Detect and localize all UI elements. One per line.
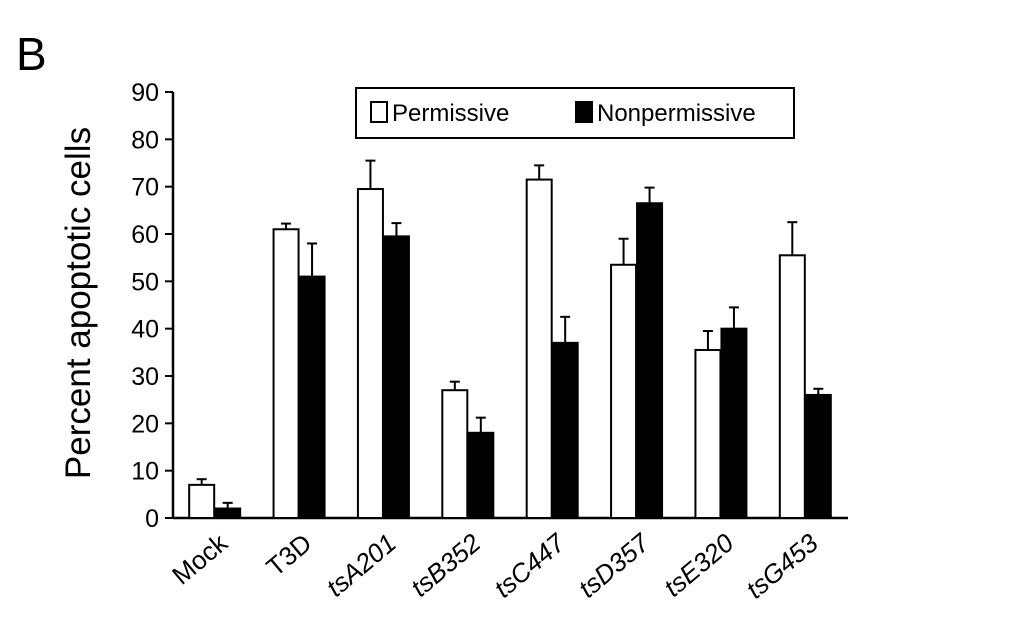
- bar: [720, 327, 748, 519]
- y-tick-label: 50: [131, 268, 159, 296]
- x-tick-label: tsD357: [573, 527, 657, 604]
- y-tick-label: 60: [131, 221, 159, 249]
- legend-label: Nonpermissive: [597, 100, 756, 127]
- y-tick-label: 40: [131, 316, 159, 344]
- bar: [188, 483, 216, 520]
- y-tick-label: 30: [131, 363, 159, 391]
- bar: [551, 341, 579, 519]
- bar: [298, 275, 326, 519]
- panel-label: B: [16, 28, 47, 80]
- x-tick-label: tsA201: [320, 528, 401, 603]
- bar: [272, 228, 300, 519]
- y-tick-label: 70: [131, 174, 159, 202]
- bar: [356, 188, 384, 520]
- bar: [804, 393, 832, 519]
- x-tick-label: tsG453: [740, 527, 824, 604]
- legend-swatch: [575, 101, 593, 123]
- legend-label: Permissive: [392, 100, 509, 127]
- bar: [467, 431, 495, 519]
- bars: [188, 159, 832, 520]
- bar: [694, 348, 722, 520]
- legend-box: [355, 87, 795, 139]
- y-tick-label: 80: [131, 126, 159, 154]
- x-tick-label: T3D: [261, 528, 318, 583]
- y-tick-label: 90: [131, 79, 159, 107]
- y-tick-label: 10: [131, 458, 159, 486]
- x-tick-label: tsB352: [405, 527, 487, 602]
- bar: [525, 178, 553, 519]
- legend-swatch: [370, 101, 388, 123]
- bar: [382, 235, 410, 519]
- x-tick-label: tsC447: [488, 527, 572, 604]
- bar: [636, 202, 664, 519]
- bar: [214, 507, 242, 519]
- x-tick-label: tsE320: [658, 527, 740, 602]
- y-tick-label: 20: [131, 410, 159, 438]
- bar: [778, 254, 806, 520]
- y-tick-label: 0: [145, 505, 159, 533]
- y-axis-label: Percent apoptotic cells: [59, 127, 98, 479]
- bar: [610, 263, 638, 519]
- x-tick-label: Mock: [166, 527, 234, 591]
- legend: Permissive Nonpermissive: [355, 87, 795, 139]
- bar: [441, 389, 469, 520]
